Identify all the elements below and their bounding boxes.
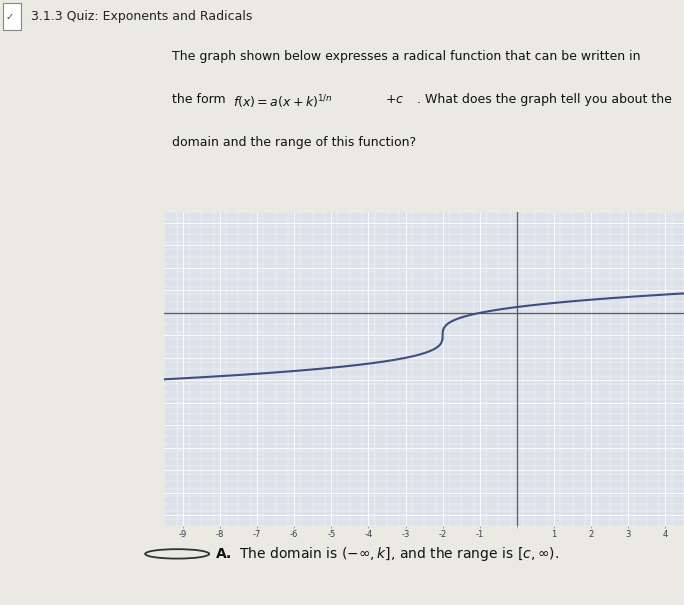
Text: ✓: ✓ — [5, 11, 14, 22]
Bar — [3, 3, 21, 30]
Text: the form: the form — [172, 93, 229, 106]
Text: $f(x) = a(x+k)^{1/n}$: $f(x) = a(x+k)^{1/n}$ — [233, 93, 333, 111]
Text: domain and the range of this function?: domain and the range of this function? — [172, 136, 416, 149]
Text: The graph shown below expresses a radical function that can be written in: The graph shown below expresses a radica… — [172, 50, 640, 64]
Text: $+ c$: $+ c$ — [385, 93, 404, 106]
Text: . What does the graph tell you about the: . What does the graph tell you about the — [417, 93, 672, 106]
Text: 3.1.3 Quiz: Exponents and Radicals: 3.1.3 Quiz: Exponents and Radicals — [31, 10, 252, 23]
Text: $\mathbf{A.}$: $\mathbf{A.}$ — [215, 547, 231, 561]
Text: The domain is $(-\infty, k]$, and the range is $[c, \infty)$.: The domain is $(-\infty, k]$, and the ra… — [239, 545, 559, 563]
